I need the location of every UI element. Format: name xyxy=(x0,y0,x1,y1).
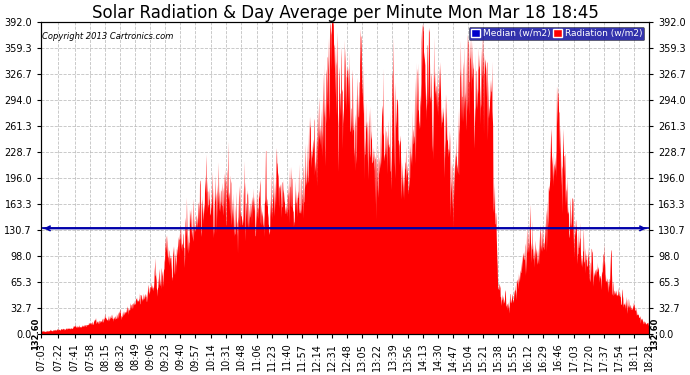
Legend: Median (w/m2), Radiation (w/m2): Median (w/m2), Radiation (w/m2) xyxy=(469,27,644,40)
Text: Copyright 2013 Cartronics.com: Copyright 2013 Cartronics.com xyxy=(42,32,174,40)
Text: 132.60: 132.60 xyxy=(32,317,41,350)
Title: Solar Radiation & Day Average per Minute Mon Mar 18 18:45: Solar Radiation & Day Average per Minute… xyxy=(92,4,598,22)
Text: 132.60: 132.60 xyxy=(649,317,658,350)
